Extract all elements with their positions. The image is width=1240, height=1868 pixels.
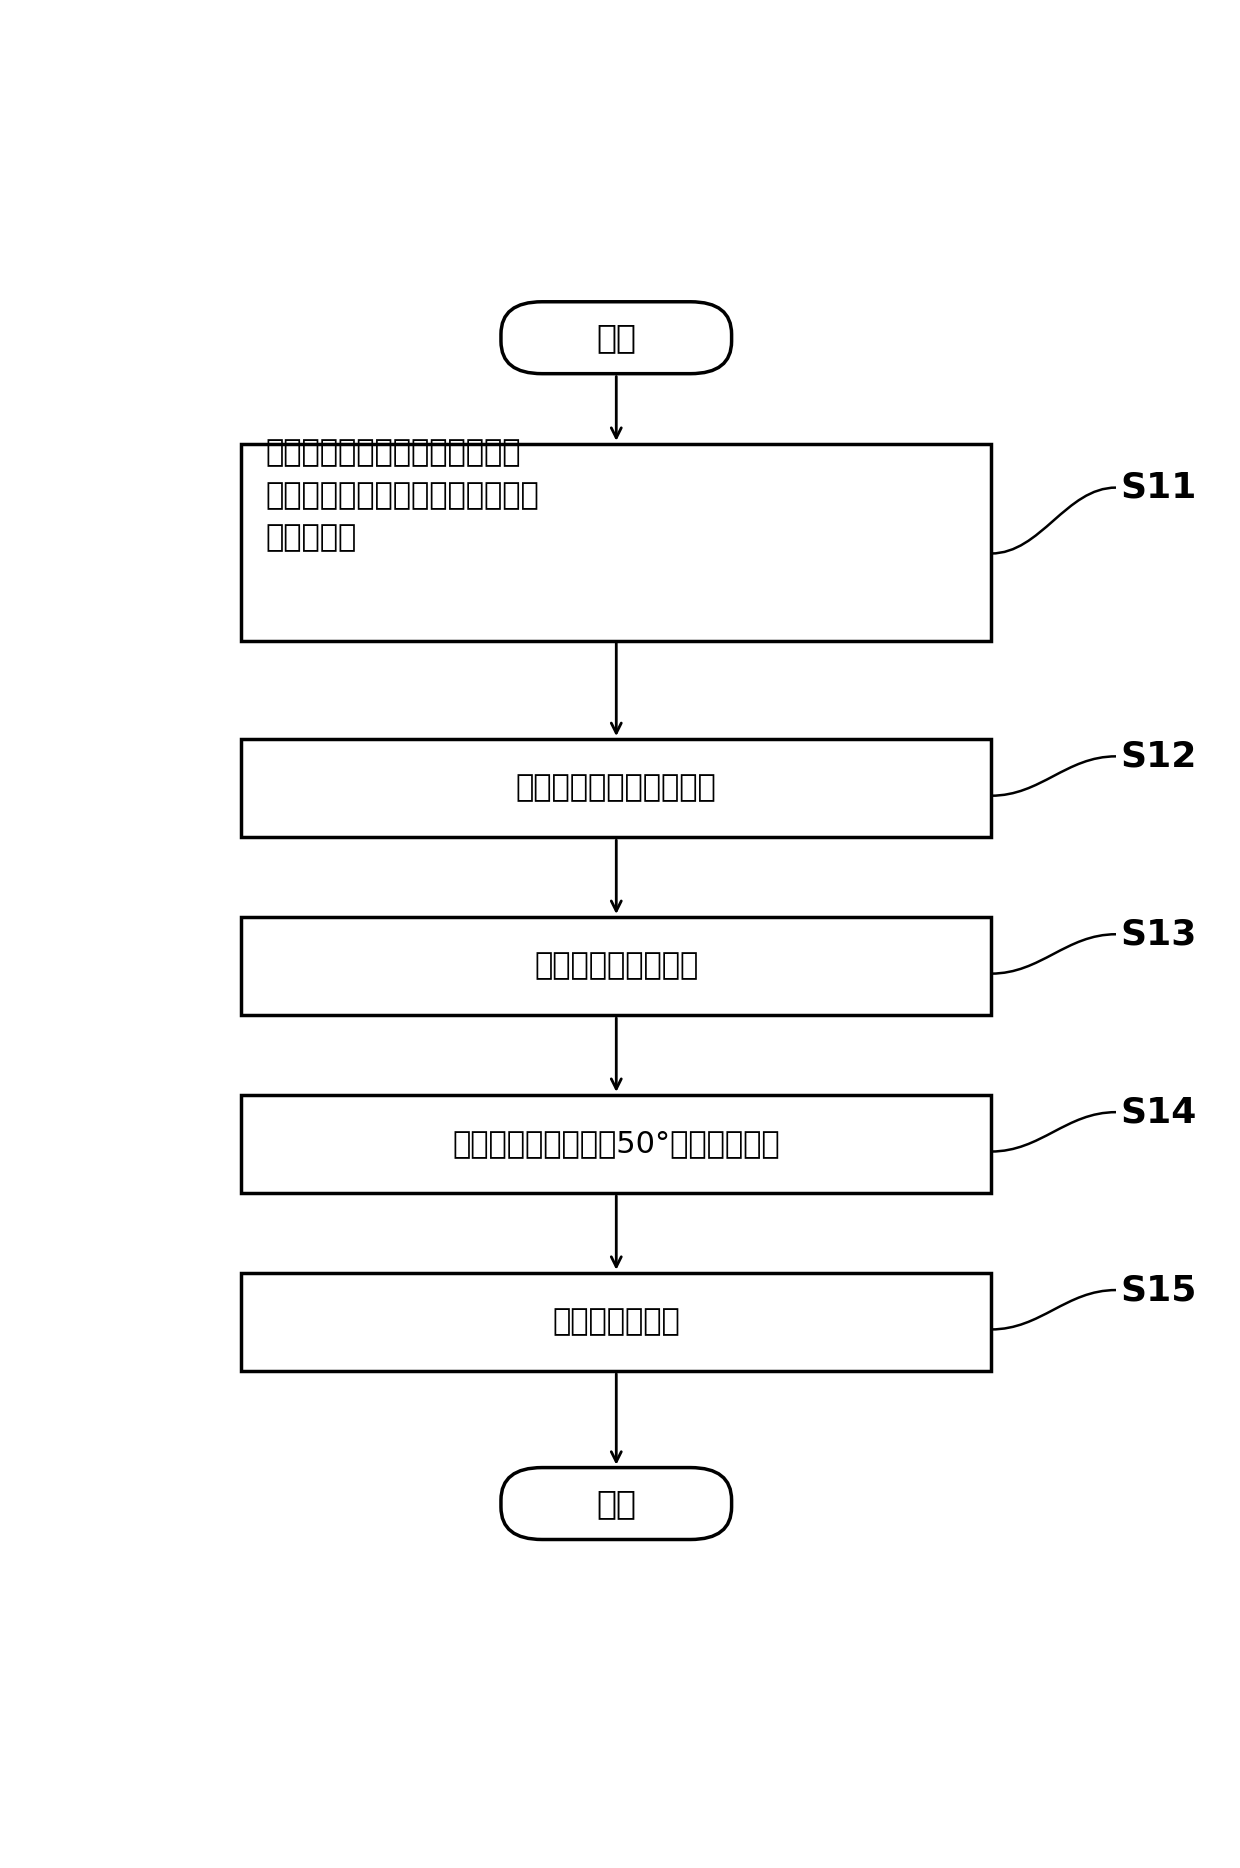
FancyBboxPatch shape bbox=[501, 303, 732, 374]
Text: S13: S13 bbox=[1121, 917, 1197, 951]
Text: 在果实、块根、球根、块茎、或
叶片的培养细胞的集合体插入电极
及其对电极: 在果实、块根、球根、块茎、或 叶片的培养细胞的集合体插入电极 及其对电极 bbox=[265, 437, 539, 553]
Text: 使集合体的温度低于50°　的进行调整: 使集合体的温度低于50° 的进行调整 bbox=[453, 1130, 780, 1158]
Bar bbox=[242, 1272, 991, 1371]
Text: S14: S14 bbox=[1121, 1095, 1197, 1128]
Bar bbox=[242, 1095, 991, 1194]
Bar bbox=[242, 740, 991, 837]
FancyBboxPatch shape bbox=[501, 1468, 732, 1539]
Text: 往电极之间施加电压: 往电极之间施加电压 bbox=[534, 951, 698, 981]
Bar bbox=[242, 445, 991, 641]
Text: 开始: 开始 bbox=[596, 321, 636, 355]
Text: 让两个电极与集合体接触: 让两个电极与集合体接触 bbox=[516, 773, 717, 803]
Bar bbox=[242, 917, 991, 1016]
Text: 结束: 结束 bbox=[596, 1487, 636, 1521]
Text: S11: S11 bbox=[1121, 471, 1197, 504]
Text: S12: S12 bbox=[1121, 740, 1197, 773]
Text: 培养细胞的改良: 培养细胞的改良 bbox=[552, 1308, 681, 1336]
Text: S15: S15 bbox=[1121, 1274, 1197, 1308]
